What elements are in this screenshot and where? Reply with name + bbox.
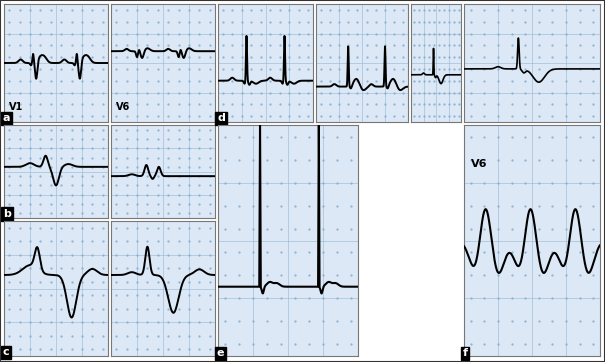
Text: V6: V6: [116, 102, 131, 112]
Text: V6: V6: [471, 159, 487, 169]
Text: c: c: [3, 348, 10, 357]
Text: a: a: [3, 113, 10, 123]
Text: d: d: [217, 113, 225, 123]
Text: b: b: [3, 209, 11, 219]
Text: e: e: [217, 348, 224, 358]
Text: V1: V1: [9, 102, 24, 112]
Text: f: f: [463, 348, 468, 358]
